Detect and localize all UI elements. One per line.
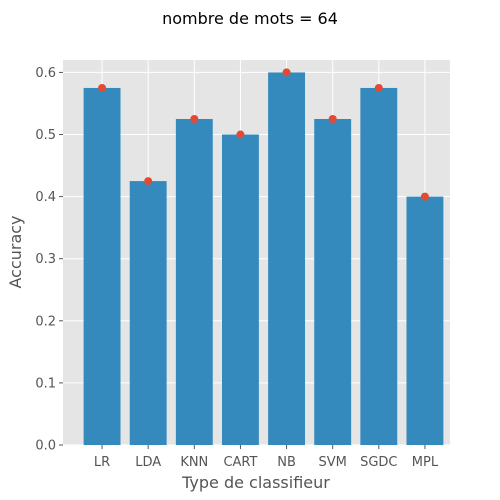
bar-mpl [406, 196, 444, 445]
y-tick-label: 0.5 [35, 128, 56, 143]
y-tick-label: 0.0 [35, 439, 56, 454]
bars [83, 72, 444, 446]
marker-mpl [420, 192, 429, 201]
markers [98, 68, 429, 201]
marker-nb [282, 68, 291, 77]
x-tick-label: MPL [412, 455, 439, 470]
x-axis-label: Type de classifieur [181, 473, 330, 492]
marker-svm [328, 114, 337, 123]
x-tick-label: LDA [135, 455, 161, 470]
marker-knn [190, 114, 199, 123]
x-axis-ticks: LR LDA KNN CART NB SVM SGDC MPL [94, 445, 439, 470]
bar-lr [83, 87, 121, 446]
x-tick-label: CART [223, 455, 257, 470]
bar-nb [268, 72, 306, 445]
bar-knn [175, 118, 213, 445]
x-tick-label: SGDC [360, 455, 397, 470]
chart-title: nombre de mots = 64 [162, 9, 338, 28]
y-tick-label: 0.6 [35, 66, 56, 81]
y-tick-label: 0.2 [35, 314, 56, 329]
bar-cart [221, 134, 259, 446]
x-tick-label: NB [277, 455, 296, 470]
x-tick-label: SVM [319, 455, 347, 470]
marker-sgdc [374, 83, 383, 92]
bar-sgdc [360, 87, 398, 446]
x-tick-label: KNN [180, 455, 208, 470]
y-axis-ticks: 0.0 0.1 0.2 0.3 0.4 0.5 0.6 [35, 66, 63, 454]
bar-lda [129, 181, 167, 445]
y-tick-label: 0.1 [35, 376, 56, 391]
y-tick-label: 0.3 [35, 252, 56, 267]
marker-lr [98, 83, 107, 92]
x-tick-label: LR [94, 455, 110, 470]
marker-cart [236, 130, 245, 139]
bar-svm [314, 118, 352, 445]
y-tick-label: 0.4 [35, 190, 56, 205]
marker-lda [144, 177, 153, 186]
y-axis-label: Accuracy [6, 215, 25, 288]
